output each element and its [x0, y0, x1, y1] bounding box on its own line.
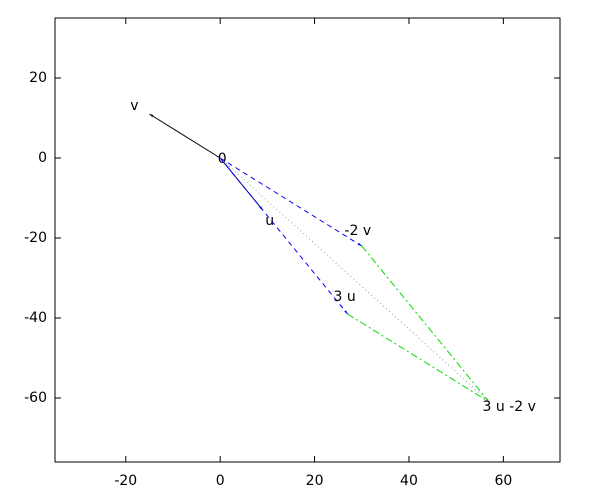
y-tick-label: 0	[38, 150, 47, 166]
vector	[219, 157, 363, 247]
vector	[219, 157, 349, 315]
y-tick-label: -40	[24, 310, 47, 326]
vector-label: 3 u	[333, 289, 355, 305]
vector-label: v	[130, 98, 138, 114]
vector-label: u	[265, 213, 274, 229]
vector	[361, 245, 490, 403]
y-tick-label: 20	[29, 70, 47, 86]
x-tick-label: -20	[114, 473, 137, 489]
y-tick-label: -20	[24, 230, 47, 246]
x-tick-label: 40	[400, 473, 418, 489]
vector	[149, 113, 221, 159]
x-tick-label: 20	[306, 473, 324, 489]
vector	[347, 313, 490, 403]
vector	[219, 157, 490, 403]
x-tick-label: 60	[494, 473, 512, 489]
vector-label: -2 v	[344, 223, 371, 239]
x-tick-label: 0	[216, 473, 225, 489]
vector-label: 3 u -2 v	[483, 399, 536, 415]
plot-frame	[54, 17, 561, 463]
y-tick-label: -60	[24, 390, 47, 406]
